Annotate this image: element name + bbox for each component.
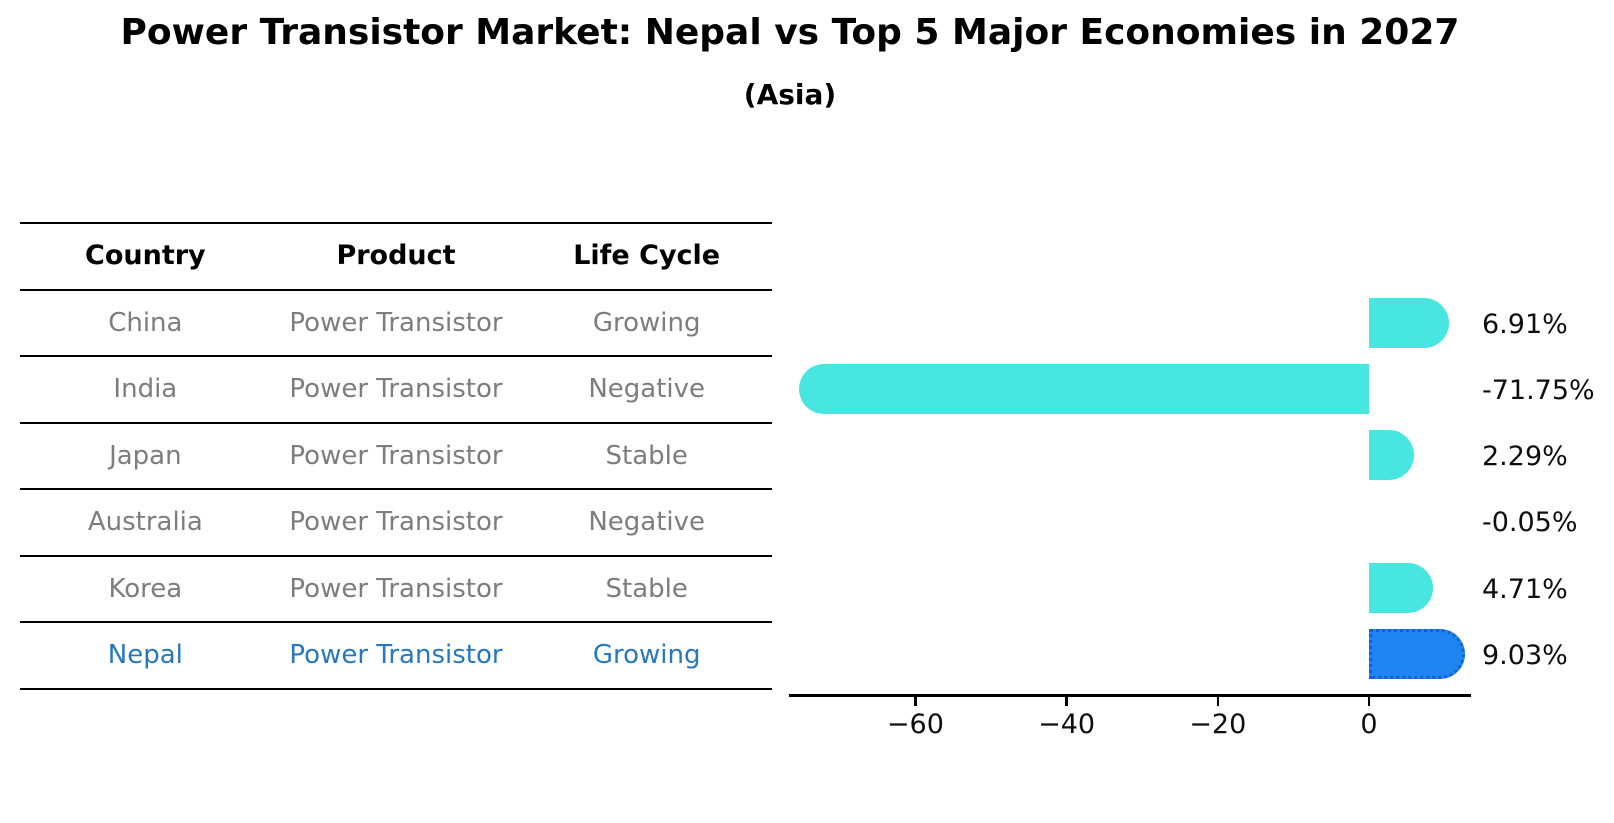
country-cell: China [108,307,183,338]
comparison-table: Country Product Life Cycle China Power Tr… [20,222,772,690]
table-row-india: India Power Transistor Negative [20,357,772,424]
bar-japan [1369,430,1415,481]
bar-nepal [1369,629,1466,679]
x-tick-mark [1367,696,1371,706]
x-tick-label: −20 [1189,709,1247,740]
country-cell: India [113,374,178,404]
product-cell: Power Transistor [289,374,503,404]
country-cell: Japan [109,440,182,471]
life-cycle-cell: Growing [592,307,701,338]
value-label-korea: 4.71% [1482,573,1568,605]
product-cell: Power Transistor [289,507,503,537]
value-label-nepal: 9.03% [1482,640,1568,671]
x-tick-mark [1065,696,1068,706]
country-cell: Korea [108,573,183,604]
table-header-row: Country Product Life Cycle [20,224,772,291]
product-cell: Power Transistor [289,573,503,604]
bar-india [798,363,1369,414]
life-cycle-cell: Negative [588,374,706,404]
table-row-korea: Korea Power Transistor Stable [20,557,772,623]
country-cell: Nepal [107,640,183,670]
value-label-japan: 2.29% [1482,441,1568,473]
x-tick-label: −40 [1038,709,1096,740]
life-cycle-cell: Stable [605,440,688,471]
bar-china [1369,297,1450,348]
column-header-product: Product [336,240,456,271]
product-cell: Power Transistor [289,440,503,471]
value-label-china: 6.91% [1482,308,1568,340]
value-label-australia: -0.05% [1482,507,1578,539]
value-label-india: -71.75% [1482,374,1595,406]
column-header-life-cycle: Life Cycle [573,240,721,271]
x-tick-label: 0 [1360,709,1378,740]
life-cycle-cell: Growing [592,640,701,670]
x-axis-line [789,694,1471,697]
bar-korea [1369,562,1433,613]
product-cell: Power Transistor [289,307,503,338]
product-cell: Power Transistor [289,640,503,670]
x-tick-mark [914,696,917,706]
life-cycle-cell: Stable [605,573,688,604]
column-header-country: Country [85,240,206,271]
table-row-china: China Power Transistor Growing [20,291,772,357]
table-row-australia: Australia Power Transistor Negative [20,490,772,557]
chart-subtitle: (Asia) [743,78,837,111]
life-cycle-cell: Negative [588,507,706,537]
country-cell: Australia [87,507,203,537]
x-tick-label: −60 [886,709,944,740]
table-row-japan: Japan Power Transistor Stable [20,424,772,490]
x-tick-mark [1216,696,1220,706]
chart-title: Power Transistor Market: Nepal vs Top 5 … [120,12,1460,53]
table-row-nepal: Nepal Power Transistor Growing [20,623,772,690]
